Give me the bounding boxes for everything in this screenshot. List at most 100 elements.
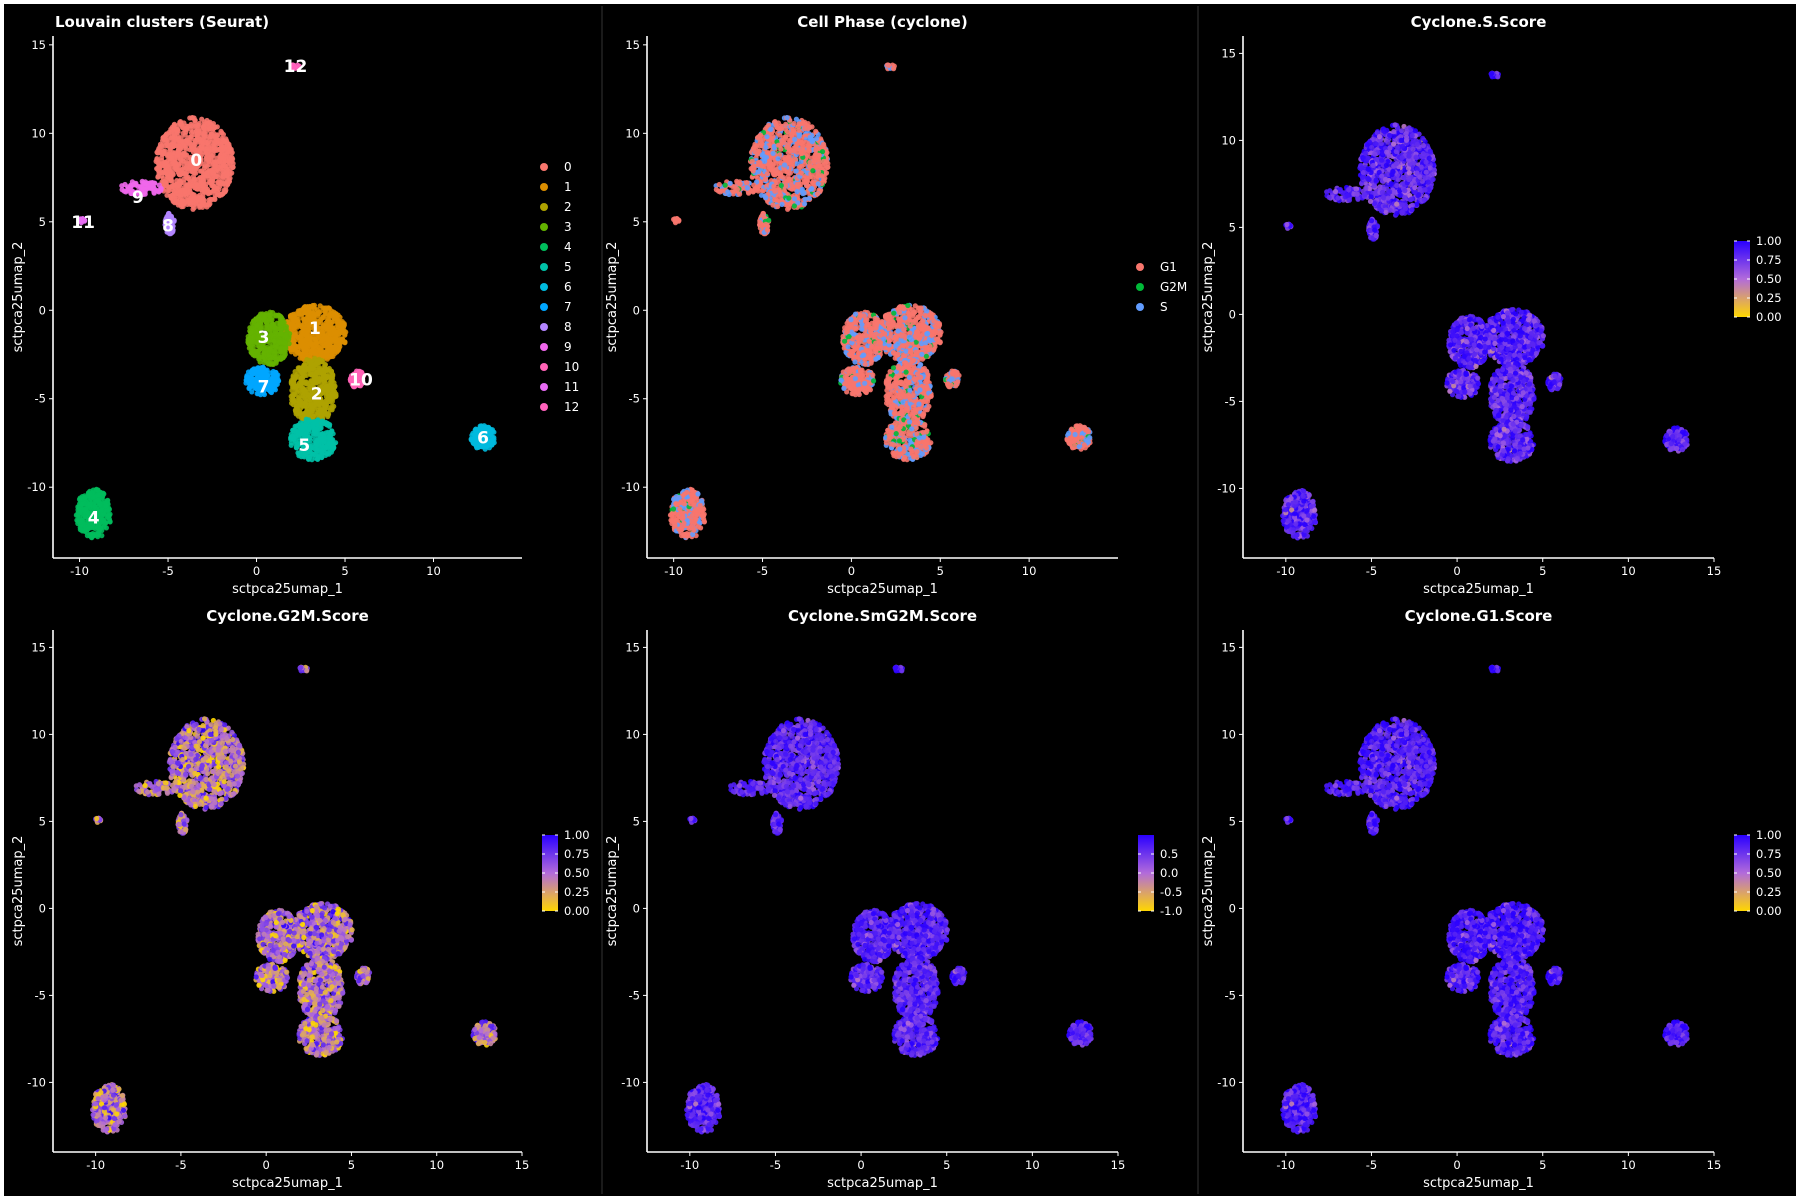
data-point xyxy=(325,367,330,372)
data-point xyxy=(896,317,901,322)
data-point xyxy=(302,310,307,315)
data-point xyxy=(150,185,155,190)
data-point xyxy=(785,115,790,120)
data-point xyxy=(802,126,807,131)
data-point xyxy=(771,184,776,189)
data-point xyxy=(213,135,218,140)
data-point xyxy=(930,330,935,335)
data-point xyxy=(314,368,319,373)
data-point xyxy=(799,171,804,176)
data-point xyxy=(312,375,317,380)
data-point xyxy=(790,187,795,192)
legend-label: 2 xyxy=(564,200,572,214)
data-point xyxy=(329,354,334,359)
legend-swatch xyxy=(540,363,548,371)
data-point xyxy=(142,181,147,186)
data-point xyxy=(177,184,182,189)
legend-swatch xyxy=(540,243,548,251)
data-point xyxy=(184,183,189,188)
data-point xyxy=(196,131,201,136)
data-point xyxy=(754,144,759,149)
data-point xyxy=(786,154,791,159)
data-point xyxy=(268,362,273,367)
data-point xyxy=(95,487,100,492)
data-point xyxy=(297,411,302,416)
data-point xyxy=(262,315,267,320)
legend-swatch xyxy=(540,223,548,231)
data-point xyxy=(192,196,197,201)
cluster-label-12: 12 xyxy=(284,57,308,77)
data-point xyxy=(794,168,799,173)
data-point xyxy=(107,507,112,512)
data-point xyxy=(779,183,784,188)
data-point xyxy=(313,412,318,417)
data-point xyxy=(335,330,340,335)
legend-label: 0 xyxy=(564,160,572,174)
data-point xyxy=(342,340,347,345)
data-point xyxy=(765,150,770,155)
data-point xyxy=(293,337,298,342)
legend-label: 9 xyxy=(564,340,572,354)
y-axis-label: sctpca25umap_2 xyxy=(11,242,26,353)
data-point xyxy=(185,138,190,143)
legend-label: 1 xyxy=(564,180,572,194)
data-point xyxy=(936,324,941,329)
data-point xyxy=(87,499,92,504)
data-point xyxy=(280,355,285,360)
data-point xyxy=(324,322,329,327)
data-point xyxy=(184,147,189,152)
data-point xyxy=(756,135,761,140)
data-point xyxy=(101,491,106,496)
data-point xyxy=(813,129,818,134)
data-point xyxy=(271,322,276,327)
data-point xyxy=(258,312,263,317)
data-point xyxy=(322,435,327,440)
data-point xyxy=(292,376,297,381)
legend-swatch xyxy=(540,263,548,271)
data-point xyxy=(252,334,257,339)
data-point xyxy=(791,131,796,136)
data-point xyxy=(313,447,318,452)
data-point xyxy=(329,308,334,313)
data-point xyxy=(222,153,227,158)
data-point xyxy=(149,180,154,185)
data-point xyxy=(193,171,198,176)
data-point xyxy=(771,151,776,156)
data-point xyxy=(332,338,337,343)
data-point xyxy=(802,201,807,206)
data-point xyxy=(770,202,775,207)
data-point xyxy=(195,187,200,192)
data-point xyxy=(192,205,197,210)
data-point xyxy=(304,404,309,409)
data-point xyxy=(768,127,773,132)
data-point xyxy=(189,122,194,127)
data-point xyxy=(331,347,336,352)
data-point xyxy=(190,115,195,120)
data-point xyxy=(163,160,168,165)
data-point xyxy=(303,424,308,429)
data-point xyxy=(122,189,127,194)
data-point xyxy=(213,164,218,169)
data-point xyxy=(330,407,335,412)
data-point xyxy=(74,518,79,523)
data-point xyxy=(162,169,167,174)
data-point xyxy=(224,173,229,178)
data-point xyxy=(304,373,309,378)
data-point xyxy=(815,191,820,196)
cluster-label-2: 2 xyxy=(311,384,323,404)
legend-swatch xyxy=(540,343,548,351)
data-point xyxy=(764,134,769,139)
figure-background xyxy=(4,4,1796,1196)
x-tick-label: 0 xyxy=(253,564,260,578)
data-point xyxy=(244,378,249,383)
data-point xyxy=(323,445,328,450)
data-point xyxy=(322,387,327,392)
data-point xyxy=(799,147,804,152)
data-point xyxy=(317,407,322,412)
data-point xyxy=(319,425,324,430)
data-point xyxy=(336,348,341,353)
data-point xyxy=(102,524,107,529)
legend-swatch xyxy=(540,163,548,171)
data-point xyxy=(750,159,755,164)
data-point xyxy=(783,183,788,188)
